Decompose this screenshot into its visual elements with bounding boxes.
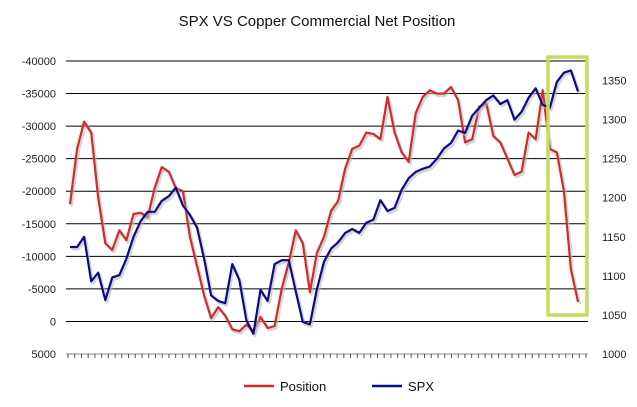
left-tick-label-2: -30000 xyxy=(22,121,56,133)
right-tick-label-7: 1000 xyxy=(602,349,626,361)
highlight-box-0 xyxy=(546,55,589,317)
right-tick-label-6: 1050 xyxy=(602,310,626,322)
series-line-spx xyxy=(70,69,580,335)
axes: -40000 -35000 -30000 -25000 -20000 -15000 -100… xyxy=(22,56,627,361)
annotations xyxy=(546,55,589,317)
right-tick-label-5: 1100 xyxy=(602,271,626,283)
legend-label-spx: SPX xyxy=(408,379,434,394)
right-tick-label-4: 1150 xyxy=(602,232,626,244)
right-tick-label-2: 1250 xyxy=(602,154,626,166)
right-tick-label-3: 1200 xyxy=(602,193,626,205)
left-tick-label-1: -35000 xyxy=(22,89,56,101)
legend-label-position: Position xyxy=(280,379,326,394)
left-tick-label-3: -25000 xyxy=(22,154,56,166)
left-tick-label-9: 5000 xyxy=(32,349,56,361)
left-tick-label-7: -5000 xyxy=(28,284,56,296)
left-tick-label-0: -40000 xyxy=(22,56,56,68)
left-tick-label-5: -15000 xyxy=(22,219,56,231)
series-line-position xyxy=(68,85,580,333)
series-lines xyxy=(68,69,581,338)
gridlines xyxy=(66,60,588,322)
left-tick-label-4: -20000 xyxy=(22,186,56,198)
left-tick-label-8: 0 xyxy=(50,316,56,328)
legend: Position SPX xyxy=(244,379,434,394)
series-shadow-1 xyxy=(71,70,581,338)
right-tick-label-0: 1350 xyxy=(602,76,626,88)
left-tick-label-6: -10000 xyxy=(22,251,56,263)
right-tick-label-1: 1300 xyxy=(602,115,626,127)
chart-title: SPX VS Copper Commercial Net Position xyxy=(179,13,456,30)
